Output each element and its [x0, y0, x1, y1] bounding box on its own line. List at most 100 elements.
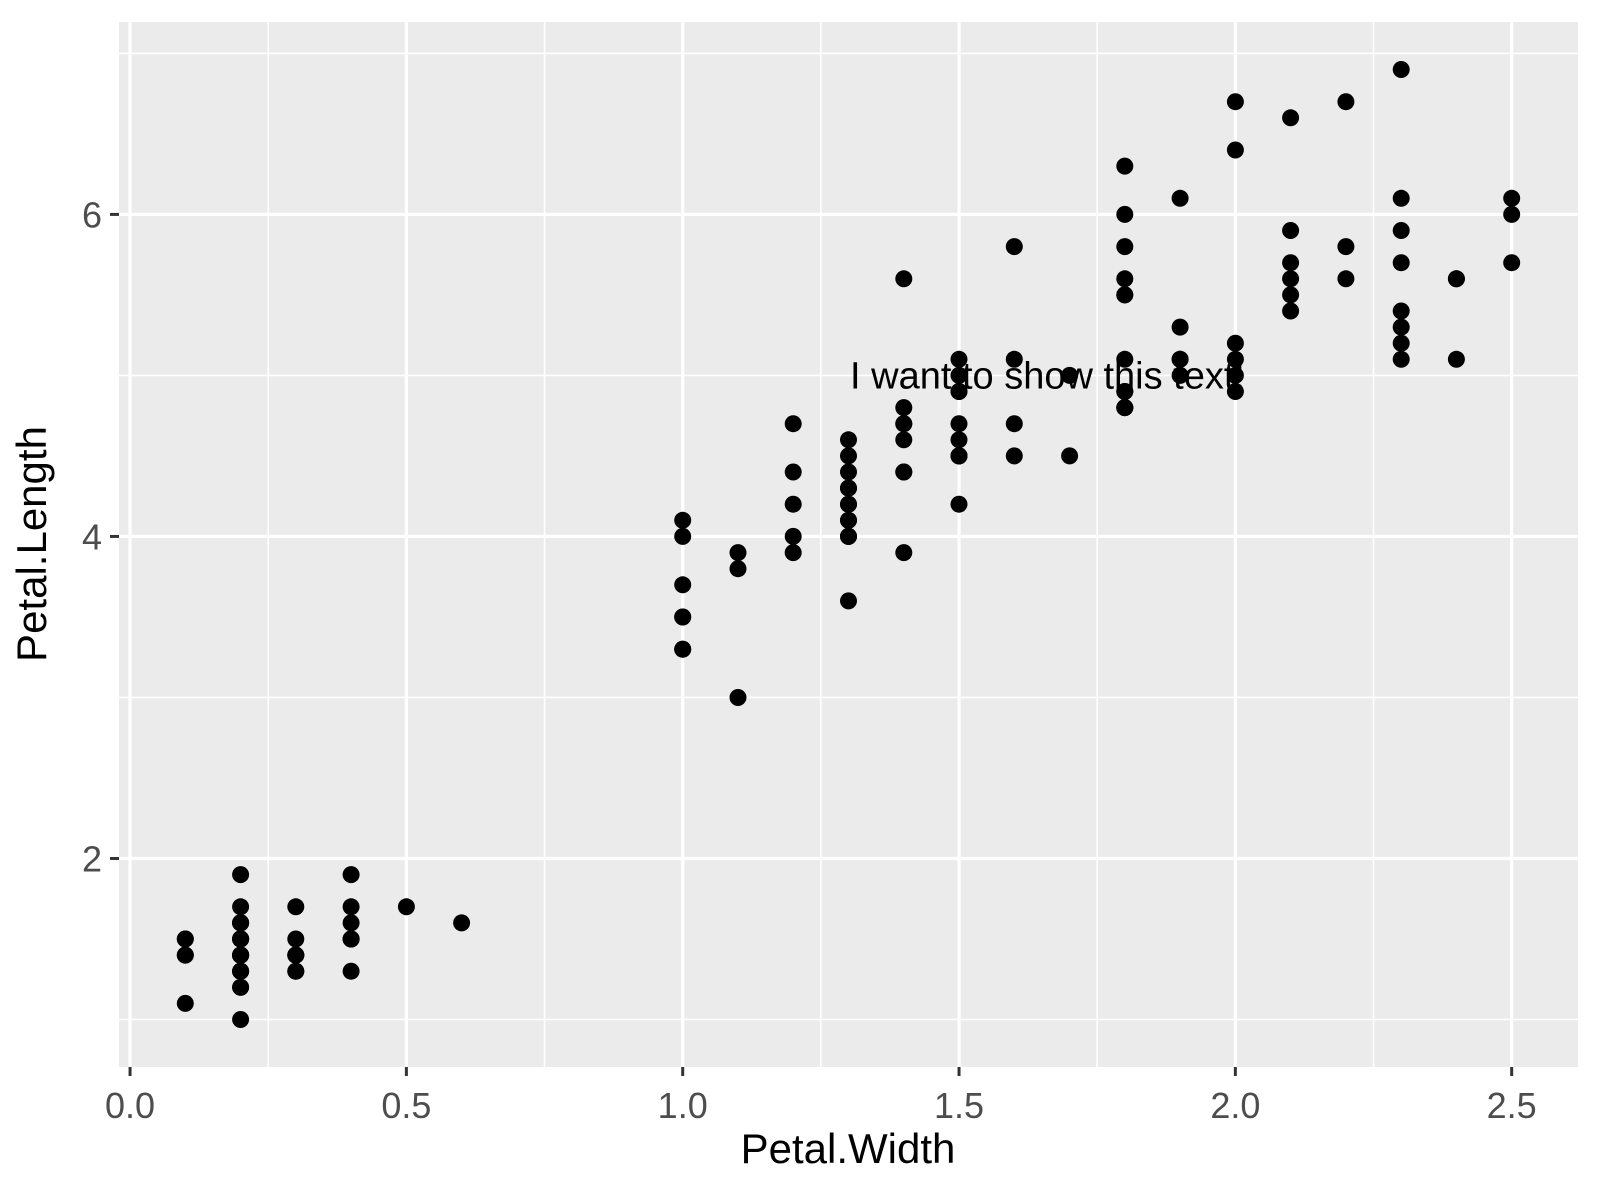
data-point — [232, 946, 250, 964]
data-point — [950, 495, 968, 513]
data-point — [950, 383, 968, 400]
data-point — [397, 898, 415, 916]
data-point — [287, 962, 305, 980]
data-point — [1282, 254, 1300, 272]
data-point — [1171, 318, 1189, 336]
data-point — [176, 930, 194, 948]
data-point — [840, 463, 857, 481]
data-point — [1226, 334, 1244, 352]
data-point — [1116, 286, 1134, 304]
data-point — [840, 511, 857, 529]
data-point — [453, 914, 471, 932]
data-point — [895, 544, 913, 562]
data-point — [674, 640, 692, 658]
y-axis-title: Petal.Length — [8, 426, 55, 662]
data-point — [342, 914, 360, 932]
data-point — [287, 930, 305, 948]
x-tick-label: 1.5 — [934, 1085, 984, 1126]
data-point — [784, 463, 802, 481]
data-point — [1005, 350, 1023, 368]
data-point — [1392, 334, 1410, 352]
data-point — [287, 946, 305, 964]
data-point — [895, 399, 913, 417]
y-tick-label: 2 — [82, 838, 102, 879]
data-point — [342, 866, 360, 884]
x-tick-label: 1.0 — [658, 1085, 708, 1126]
data-point — [1392, 61, 1410, 78]
data-point — [1116, 238, 1134, 256]
data-point — [1116, 399, 1134, 417]
data-point — [784, 495, 802, 513]
data-point — [950, 447, 968, 465]
data-point — [1171, 350, 1189, 368]
x-tick-label: 2.0 — [1210, 1085, 1260, 1126]
data-point — [1282, 109, 1300, 127]
data-point — [729, 544, 747, 562]
data-point — [1005, 447, 1023, 465]
data-point — [232, 866, 250, 884]
data-point — [784, 527, 802, 545]
data-point — [840, 527, 857, 545]
data-point — [1392, 302, 1410, 320]
data-point — [342, 962, 360, 980]
data-point — [1503, 205, 1521, 223]
data-point — [950, 350, 968, 368]
data-point — [1116, 350, 1134, 368]
data-points-layer — [176, 61, 1521, 1028]
data-point — [840, 592, 857, 610]
data-point — [1061, 366, 1079, 384]
data-point — [232, 978, 250, 996]
data-point — [1116, 270, 1134, 288]
data-point — [1392, 318, 1410, 336]
data-point — [1282, 222, 1300, 239]
x-tick-label: 2.5 — [1487, 1085, 1537, 1126]
data-point — [287, 898, 305, 916]
data-point — [729, 689, 747, 706]
data-point — [232, 898, 250, 916]
x-axis-title: Petal.Width — [741, 1125, 956, 1172]
y-axis-tick-labels: 2 4 6 — [82, 194, 102, 879]
data-point — [674, 511, 692, 529]
data-point — [1392, 189, 1410, 207]
x-axis-tick-labels: 0.0 0.5 1.0 1.5 2.0 2.5 — [105, 1085, 1537, 1126]
data-point — [1447, 270, 1465, 288]
data-point — [176, 994, 194, 1012]
data-point — [1226, 366, 1244, 384]
data-point — [1005, 238, 1023, 256]
data-point — [1282, 302, 1300, 320]
x-tick-label: 0.0 — [105, 1085, 155, 1126]
data-point — [895, 415, 913, 433]
data-point — [1116, 205, 1134, 223]
y-tick-label: 4 — [82, 516, 102, 557]
data-point — [232, 1011, 250, 1028]
data-point — [1337, 238, 1355, 256]
x-axis-ticks — [128, 1067, 1514, 1076]
data-point — [1061, 447, 1079, 465]
data-point — [1226, 93, 1244, 111]
data-point — [1392, 254, 1410, 272]
data-point — [895, 463, 913, 481]
data-point — [1282, 270, 1300, 288]
data-point — [784, 415, 802, 433]
data-point — [1116, 383, 1134, 400]
data-point — [784, 544, 802, 562]
data-point — [1503, 189, 1521, 207]
annotation-text: I want to show this text! — [850, 355, 1245, 397]
data-point — [1226, 350, 1244, 368]
data-point — [1337, 270, 1355, 288]
grid-minor-lines — [119, 22, 1578, 1067]
y-tick-label: 6 — [82, 194, 102, 235]
data-point — [895, 270, 913, 288]
y-axis-ticks — [110, 212, 119, 860]
data-point — [950, 415, 968, 433]
data-point — [1226, 141, 1244, 159]
data-point — [674, 576, 692, 594]
data-point — [342, 898, 360, 916]
data-point — [950, 431, 968, 449]
data-point — [232, 962, 250, 980]
data-point — [232, 930, 250, 948]
data-point — [1447, 350, 1465, 368]
data-point — [1503, 254, 1521, 272]
